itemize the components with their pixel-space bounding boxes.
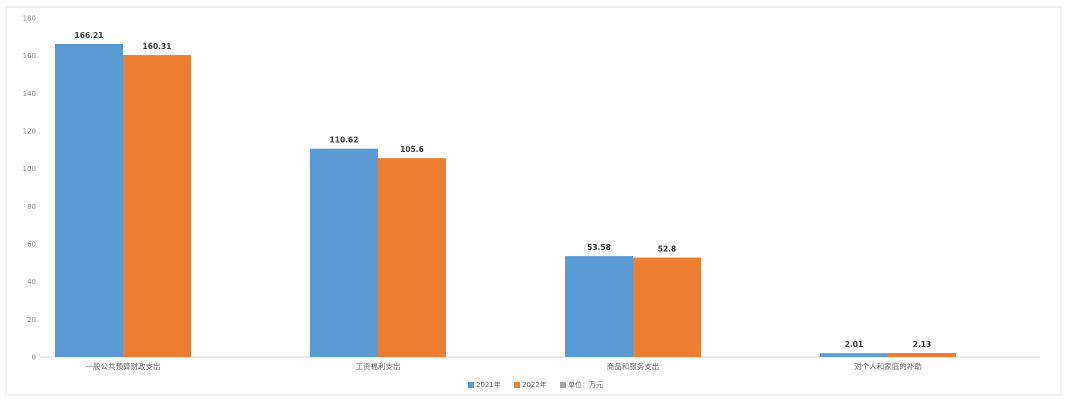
data-label: 110.62 (330, 136, 359, 145)
category-labels-group: 一般公共预算财政支出 工资福利支出 商品和服务支出 对个人和家庭的补助 (86, 361, 922, 371)
data-label: 52.8 (658, 245, 677, 254)
category-label: 对个人和家庭的补助 (854, 361, 922, 371)
legend-label: 单位：万元 (568, 380, 603, 389)
bar-series-2 (378, 158, 446, 357)
category-label: 商品和服务支出 (607, 361, 660, 371)
bar-series-2 (633, 257, 701, 357)
y-tick-label: 20 (27, 316, 36, 324)
legend-label: 2021年 (476, 380, 501, 389)
data-label: 160.31 (143, 42, 172, 51)
data-label: 105.6 (400, 145, 424, 154)
bar-series-1 (565, 256, 633, 357)
bar-series-2 (123, 55, 191, 358)
y-tick-label: 40 (27, 278, 36, 286)
data-label: 2.13 (913, 340, 932, 349)
bar-series-1 (55, 43, 123, 358)
bar-series-2 (888, 352, 956, 357)
bar-series-1 (820, 353, 888, 357)
y-tick-label: 140 (23, 90, 36, 98)
data-label: 2.01 (845, 340, 864, 349)
y-tick-label: 80 (27, 203, 36, 211)
category-label: 一般公共预算财政支出 (86, 361, 161, 371)
y-tick-label: 60 (27, 241, 36, 249)
y-tick-label: 160 (23, 52, 36, 60)
legend-swatch (514, 382, 520, 388)
category-label: 工资福利支出 (356, 361, 401, 371)
y-tick-label: 180 (23, 15, 36, 23)
data-label: 53.58 (587, 243, 611, 252)
data-labels-group: 166.21 160.31 110.62 105.6 53.58 52.8 2.01 2.13 (75, 31, 932, 349)
legend-swatch (468, 382, 474, 388)
legend-label: 2022年 (522, 380, 547, 389)
y-axis-ticks: 0 20 40 60 80 100 120 140 160 180 (23, 15, 36, 362)
y-tick-label: 0 (32, 354, 36, 362)
y-tick-label: 100 (23, 165, 36, 173)
data-label: 166.21 (75, 31, 104, 40)
legend-swatch (560, 382, 566, 388)
bar-series-1 (310, 148, 378, 357)
legend: 2021年 2022年 单位：万元 (468, 380, 603, 389)
bars-group (55, 43, 956, 358)
y-tick-label: 120 (23, 128, 36, 136)
